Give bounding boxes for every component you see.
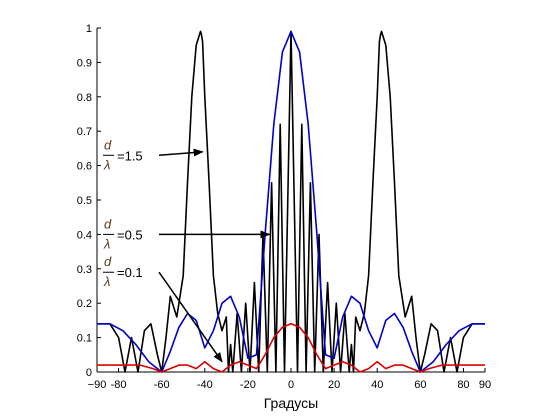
annotation-denominator: λ [103, 157, 110, 172]
x-tick-label: 0 [288, 379, 294, 391]
x-tick-label: -40 [197, 379, 213, 391]
x-tick-label: 80 [457, 379, 469, 391]
annotation-numerator: d [104, 137, 112, 152]
x-tick-label: 40 [371, 379, 383, 391]
x-tick-label: 90 [479, 379, 491, 391]
x-tick-label: −90 [88, 379, 107, 391]
annotation-arrow [158, 148, 204, 157]
x-axis-label: Градусы [264, 395, 318, 411]
annotation-arrow [158, 271, 223, 363]
annotation-1: dλ =1.5 [103, 137, 204, 172]
plot-area [96, 28, 485, 373]
annotation-value: =0.1 [117, 265, 143, 280]
annotation-denominator: λ [103, 236, 110, 251]
y-tick-label: 0 [86, 367, 92, 379]
x-tick-label: 60 [414, 379, 426, 391]
y-tick-label: 0.1 [77, 333, 92, 345]
y-axis-ticks: 0 0.1 0.2 0.3 0.4 0.5 0.6 0.7 0.8 0.9 1 [77, 23, 101, 379]
series-line-2 [97, 30, 485, 373]
annotation-value: =0.5 [117, 227, 143, 242]
series-line-3 [97, 322, 485, 373]
x-tick-label: -20 [240, 379, 256, 391]
series-layer [97, 30, 485, 373]
x-axis-ticks: −90 -80 -60 -40 -20 0 20 40 60 80 90 [88, 368, 491, 391]
y-tick-label: 0.3 [77, 264, 92, 276]
y-tick-label: 0.8 [77, 92, 92, 104]
y-tick-label: 0.9 [77, 57, 92, 69]
y-tick-label: 0.5 [77, 195, 92, 207]
annotation-denominator: λ [103, 274, 110, 289]
y-tick-label: 0.2 [77, 298, 92, 310]
annotation-3: dλ =0.1 [103, 254, 223, 363]
x-tick-label: 20 [328, 379, 340, 391]
y-tick-label: 0.4 [77, 229, 92, 241]
annotation-2: dλ =0.5 [103, 216, 271, 251]
x-tick-label: -60 [154, 379, 170, 391]
y-tick-label: 0.7 [77, 126, 92, 138]
annotation-value: =1.5 [117, 148, 143, 163]
annotation-numerator: d [104, 254, 112, 269]
series-line-1 [97, 30, 485, 373]
y-tick-label: 0.6 [77, 161, 92, 173]
y-tick-label: 1 [86, 23, 92, 35]
x-tick-label: -80 [111, 379, 127, 391]
annotation-numerator: d [104, 216, 112, 231]
annotation-layer: dλ=1.5dλ=0.5dλ=0.1 [103, 137, 271, 363]
